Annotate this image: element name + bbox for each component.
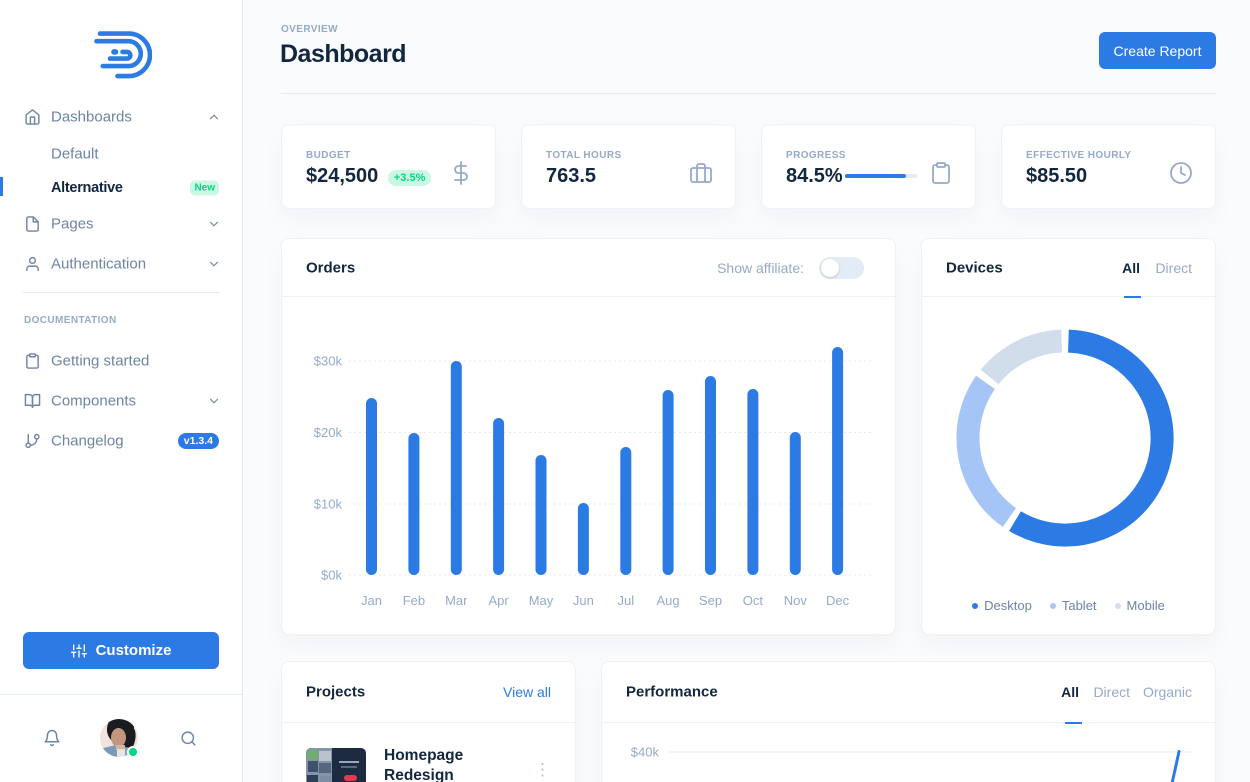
svg-text:Sep: Sep (699, 593, 722, 608)
svg-text:May: May (529, 593, 554, 608)
svg-text:Nov: Nov (784, 593, 808, 608)
svg-text:$30k: $30k (314, 354, 343, 369)
svg-text:$20k: $20k (314, 425, 343, 440)
svg-text:Apr: Apr (488, 593, 509, 608)
svg-text:$0k: $0k (321, 568, 342, 583)
svg-text:$10k: $10k (314, 497, 343, 512)
svg-text:Mar: Mar (445, 593, 468, 608)
svg-text:$40k: $40k (631, 745, 660, 760)
svg-text:Jul: Jul (617, 593, 634, 608)
svg-text:Feb: Feb (403, 593, 425, 608)
svg-text:Jan: Jan (361, 593, 382, 608)
svg-text:Jun: Jun (573, 593, 594, 608)
svg-text:Aug: Aug (657, 593, 680, 608)
svg-text:Oct: Oct (743, 593, 764, 608)
svg-text:Dec: Dec (826, 593, 850, 608)
